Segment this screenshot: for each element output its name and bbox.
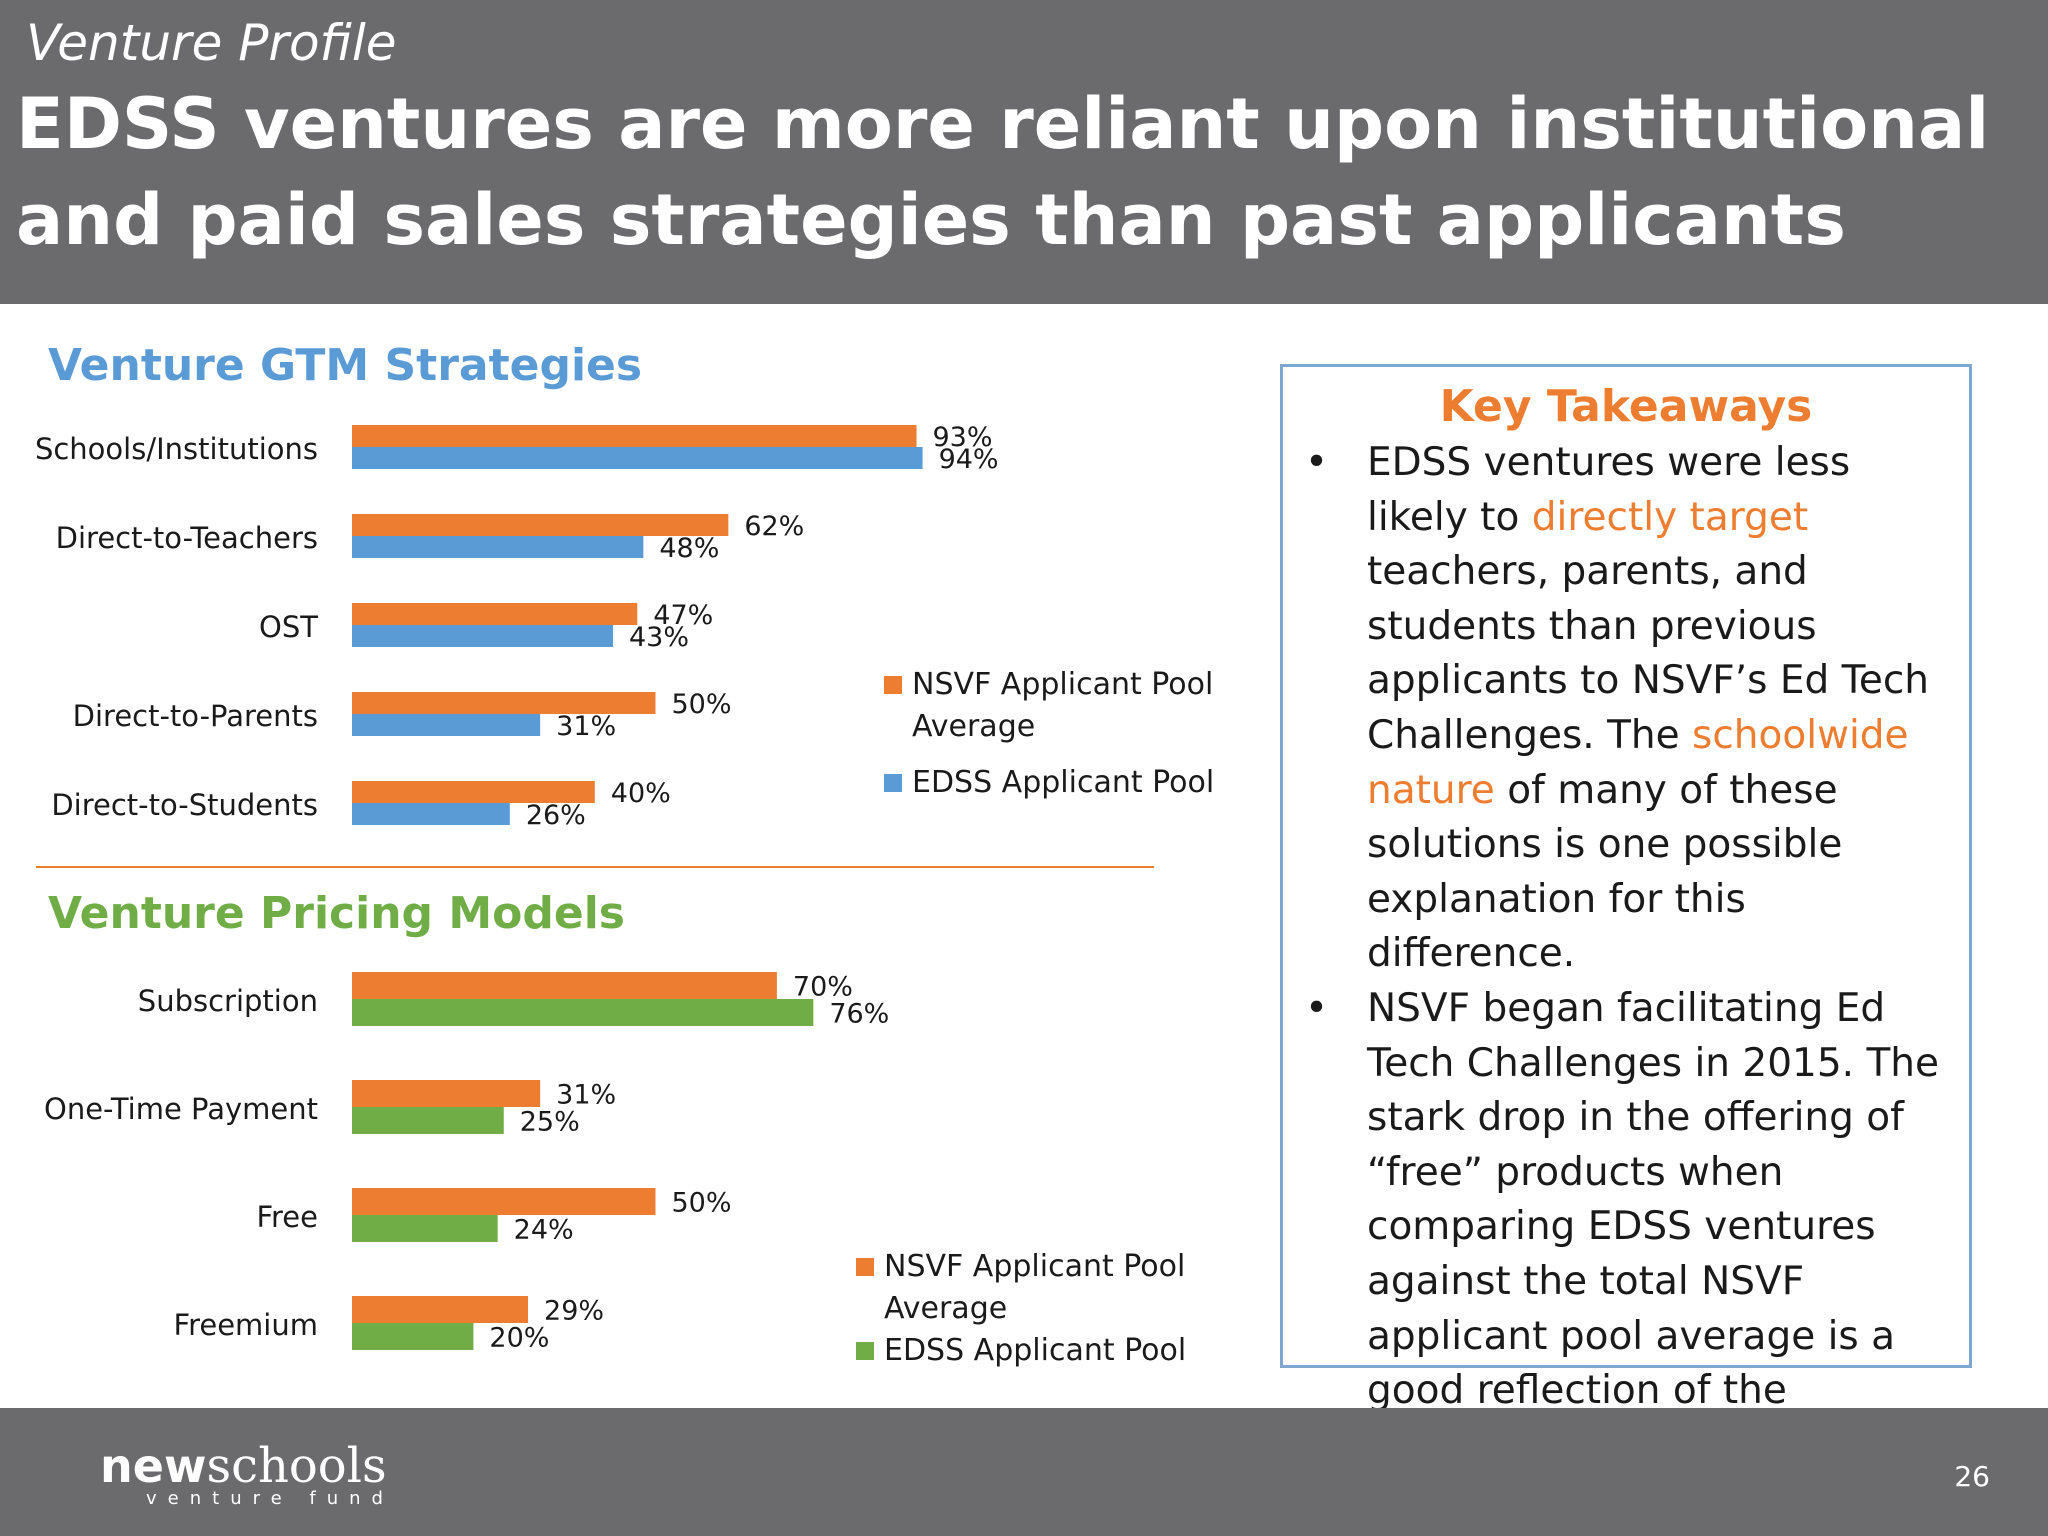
gtm-bar-nsvf: [352, 514, 729, 536]
gtm-data-label: 47%: [653, 600, 713, 631]
pricing-data-label: 76%: [829, 999, 889, 1030]
gtm-data-label: 48%: [659, 533, 719, 564]
page-number: 26: [1954, 1460, 1990, 1493]
takeaway-1-text-a: EDSS ventures were less likely to: [1367, 440, 1851, 540]
pricing-bar-edss: [352, 1323, 474, 1350]
pricing-bar-edss: [352, 1107, 504, 1134]
gtm-data-label: 62%: [744, 511, 804, 542]
gtm-legend-edss-swatch: [884, 774, 902, 792]
gtm-bar-nsvf: [352, 692, 656, 714]
gtm-category-label: Direct-to-Teachers: [56, 521, 318, 555]
pricing-data-label: 70%: [793, 972, 853, 1003]
logo-schools: schools: [206, 1438, 387, 1494]
gtm-data-label: 31%: [556, 711, 616, 742]
gtm-data-label: 50%: [672, 689, 732, 720]
gtm-chart: Schools/Institutions 93%94% Direct-to-Teac…: [35, 422, 999, 831]
pricing-legend: NSVF Applicant Pool Average EDSS Applica…: [856, 1246, 1186, 1372]
gtm-bar-edss: [352, 803, 510, 825]
key-takeaways-title: Key Takeaways: [1439, 381, 1813, 432]
gtm-data-label: 94%: [939, 444, 999, 475]
pricing-bar-edss: [352, 999, 814, 1026]
gtm-bar-nsvf: [352, 603, 638, 625]
gtm-bar-nsvf: [352, 425, 917, 447]
pricing-legend-nsvf-label-2: Average: [884, 1291, 1008, 1326]
gtm-legend-nsvf-label: NSVF Applicant Pool: [912, 667, 1214, 702]
gtm-category-label: Schools/Institutions: [35, 432, 318, 466]
logo-new: new: [100, 1439, 207, 1493]
gtm-category-label: Direct-to-Parents: [73, 699, 318, 733]
pricing-bar-nsvf: [352, 1080, 541, 1107]
gtm-bar-nsvf: [352, 781, 595, 803]
bullet-icon: •: [1305, 985, 1329, 1031]
pricing-data-label: 24%: [514, 1215, 574, 1246]
pricing-legend-nsvf-label: NSVF Applicant Pool: [884, 1249, 1186, 1284]
gtm-data-label: 40%: [611, 778, 671, 809]
pricing-bar-edss: [352, 1215, 498, 1242]
gtm-legend: NSVF Applicant Pool Average EDSS Applica…: [884, 664, 1214, 804]
gtm-data-label: 43%: [629, 622, 689, 653]
gtm-data-label: 93%: [933, 422, 993, 453]
pricing-bar-nsvf: [352, 1296, 529, 1323]
gtm-bar-edss: [352, 536, 644, 558]
takeaway-1-highlight-b: schoolwide nature: [1367, 712, 1909, 813]
gtm-bar-edss: [352, 714, 541, 736]
takeaways-list: • EDSS ventures were less likely to direc…: [1283, 436, 1969, 1528]
pricing-data-label: 31%: [556, 1080, 616, 1111]
section-label: Venture Profile: [26, 14, 397, 72]
pricing-data-label: 50%: [672, 1188, 732, 1219]
pricing-bar-nsvf: [352, 1188, 656, 1215]
gtm-legend-edss-label: EDSS Applicant Pool: [912, 765, 1215, 800]
gtm-bar-edss: [352, 447, 923, 469]
gtm-category-label: Direct-to-Students: [51, 788, 318, 822]
bullet-icon: •: [1305, 440, 1329, 485]
gtm-legend-nsvf-swatch: [884, 676, 902, 694]
gtm-category-label: OST: [259, 610, 318, 644]
pricing-category-label: Freemium: [174, 1308, 318, 1342]
key-takeaways-box: Key Takeaways • EDSS ventures were less l…: [1280, 364, 1972, 1522]
takeaway-1-text-c: of many of these solutions is one possib…: [1367, 767, 1843, 977]
pricing-legend-edss: EDSS Applicant Pool: [856, 1330, 1186, 1372]
takeaway-1-highlight-a: directly target: [1531, 494, 1809, 540]
pricing-legend-nsvf-swatch: [856, 1258, 874, 1276]
gtm-chart-title: Venture GTM Strategies: [48, 340, 643, 391]
gtm-bar-edss: [352, 625, 614, 647]
pricing-data-label: 20%: [489, 1323, 549, 1354]
pricing-chart-title: Venture Pricing Models: [48, 888, 625, 939]
pricing-category-label: Free: [256, 1200, 318, 1234]
gtm-legend-edss: EDSS Applicant Pool: [884, 762, 1214, 804]
pricing-legend-edss-swatch: [856, 1342, 874, 1360]
pricing-category-label: Subscription: [138, 984, 318, 1018]
gtm-legend-nsvf-label-2: Average: [912, 709, 1036, 744]
chart-divider: [36, 866, 1154, 868]
slide-title: EDSS ventures are more reliant upon inst…: [16, 83, 1990, 261]
slide-header: Venture Profile EDSS ventures are more r…: [0, 0, 2048, 304]
logo-tagline: venture fund: [146, 1488, 394, 1509]
gtm-data-label: 26%: [526, 800, 586, 831]
slide-footer: newschools venture fund 26: [0, 1408, 2048, 1536]
pricing-data-label: 29%: [544, 1296, 604, 1327]
takeaway-item-1: • EDSS ventures were less likely to direc…: [1305, 436, 1949, 982]
pricing-category-label: One-Time Payment: [44, 1092, 318, 1126]
pricing-data-label: 25%: [520, 1107, 580, 1138]
gtm-legend-nsvf: NSVF Applicant Pool Average: [884, 664, 1214, 748]
newschools-logo: newschools venture fund: [100, 1438, 394, 1509]
pricing-bar-nsvf: [352, 972, 777, 999]
pricing-legend-edss-label: EDSS Applicant Pool: [884, 1333, 1187, 1368]
pricing-chart: Subscription 70%76% One-Time Payment 31%25%…: [44, 972, 889, 1354]
takeaway-1-text-b: teachers, parents, and students than pre…: [1367, 549, 1929, 758]
pricing-legend-nsvf: NSVF Applicant Pool Average: [856, 1246, 1186, 1330]
